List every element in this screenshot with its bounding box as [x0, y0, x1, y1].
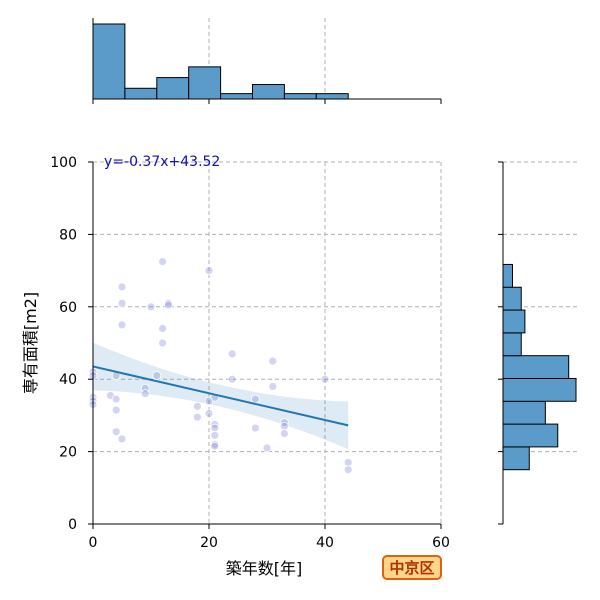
data-point — [204, 409, 214, 418]
data-point — [210, 430, 220, 440]
data-point — [268, 382, 278, 391]
x-axis-label: 築年数[年] — [226, 559, 303, 578]
data-point — [117, 282, 127, 292]
tick-labels: 0 20 40 60 0 20 40 60 80 100 — [50, 155, 450, 551]
data-point — [158, 257, 168, 266]
data-point — [140, 389, 150, 399]
data-point — [279, 421, 289, 431]
top-hist-bar — [124, 87, 158, 100]
data-point — [268, 356, 278, 366]
data-point — [262, 443, 272, 453]
y-tick-label: 80 — [59, 227, 77, 243]
data-point — [163, 300, 173, 310]
data-point — [279, 429, 289, 438]
scatter-points — [88, 257, 353, 475]
data-point — [204, 266, 214, 276]
top-hist-bar — [92, 23, 126, 100]
y-tick-label: 20 — [59, 445, 77, 461]
y-tick-label: 40 — [59, 372, 77, 388]
data-point — [343, 458, 353, 467]
right-histogram — [502, 263, 577, 471]
right-hist-bar — [502, 263, 513, 288]
right-hist-bar — [502, 400, 546, 425]
right-hist-bar — [502, 309, 526, 334]
data-point — [227, 374, 237, 384]
data-point — [250, 394, 260, 404]
x-tick-label: 60 — [432, 535, 450, 551]
x-tick-label: 20 — [200, 535, 218, 551]
data-point — [227, 349, 237, 359]
right-hist-bar — [502, 332, 522, 357]
data-point — [117, 298, 127, 308]
data-point — [250, 423, 260, 433]
right-hist-bar — [502, 377, 577, 402]
data-point — [210, 441, 220, 451]
y-tick-label: 0 — [68, 517, 77, 533]
data-point — [111, 427, 121, 437]
data-point — [152, 371, 162, 380]
data-point — [158, 338, 168, 348]
regression-equation: y=-0.37x+43.52 — [104, 154, 220, 170]
right-hist-bar — [502, 446, 530, 471]
regression-line — [92, 365, 349, 427]
top-hist-bar — [252, 84, 285, 100]
data-point — [111, 405, 121, 415]
y-axis-label: 専有面積[m2] — [21, 292, 40, 394]
top-hist-bar — [315, 93, 349, 100]
data-point — [192, 412, 202, 422]
axes — [88, 18, 504, 529]
data-point — [320, 374, 330, 384]
right-hist-bar — [502, 355, 570, 379]
data-point — [192, 401, 202, 411]
right-hist-bar — [502, 423, 559, 448]
ward-badge: 中京区 — [382, 555, 442, 580]
top-hist-bar — [283, 93, 317, 100]
data-point — [210, 423, 220, 433]
top-hist-bar — [188, 66, 222, 100]
data-point — [343, 465, 353, 475]
x-tick-label: 0 — [89, 535, 98, 551]
top-histogram — [92, 23, 349, 100]
x-tick-label: 40 — [316, 535, 334, 551]
data-point — [146, 302, 156, 312]
data-point — [117, 434, 127, 444]
data-point — [111, 394, 121, 404]
data-point — [117, 320, 127, 330]
y-tick-label: 60 — [59, 300, 77, 316]
top-hist-bar — [156, 77, 190, 100]
y-tick-label: 100 — [50, 155, 77, 171]
top-hist-bar — [220, 93, 254, 100]
right-hist-bar — [502, 286, 522, 311]
data-point — [158, 324, 168, 333]
